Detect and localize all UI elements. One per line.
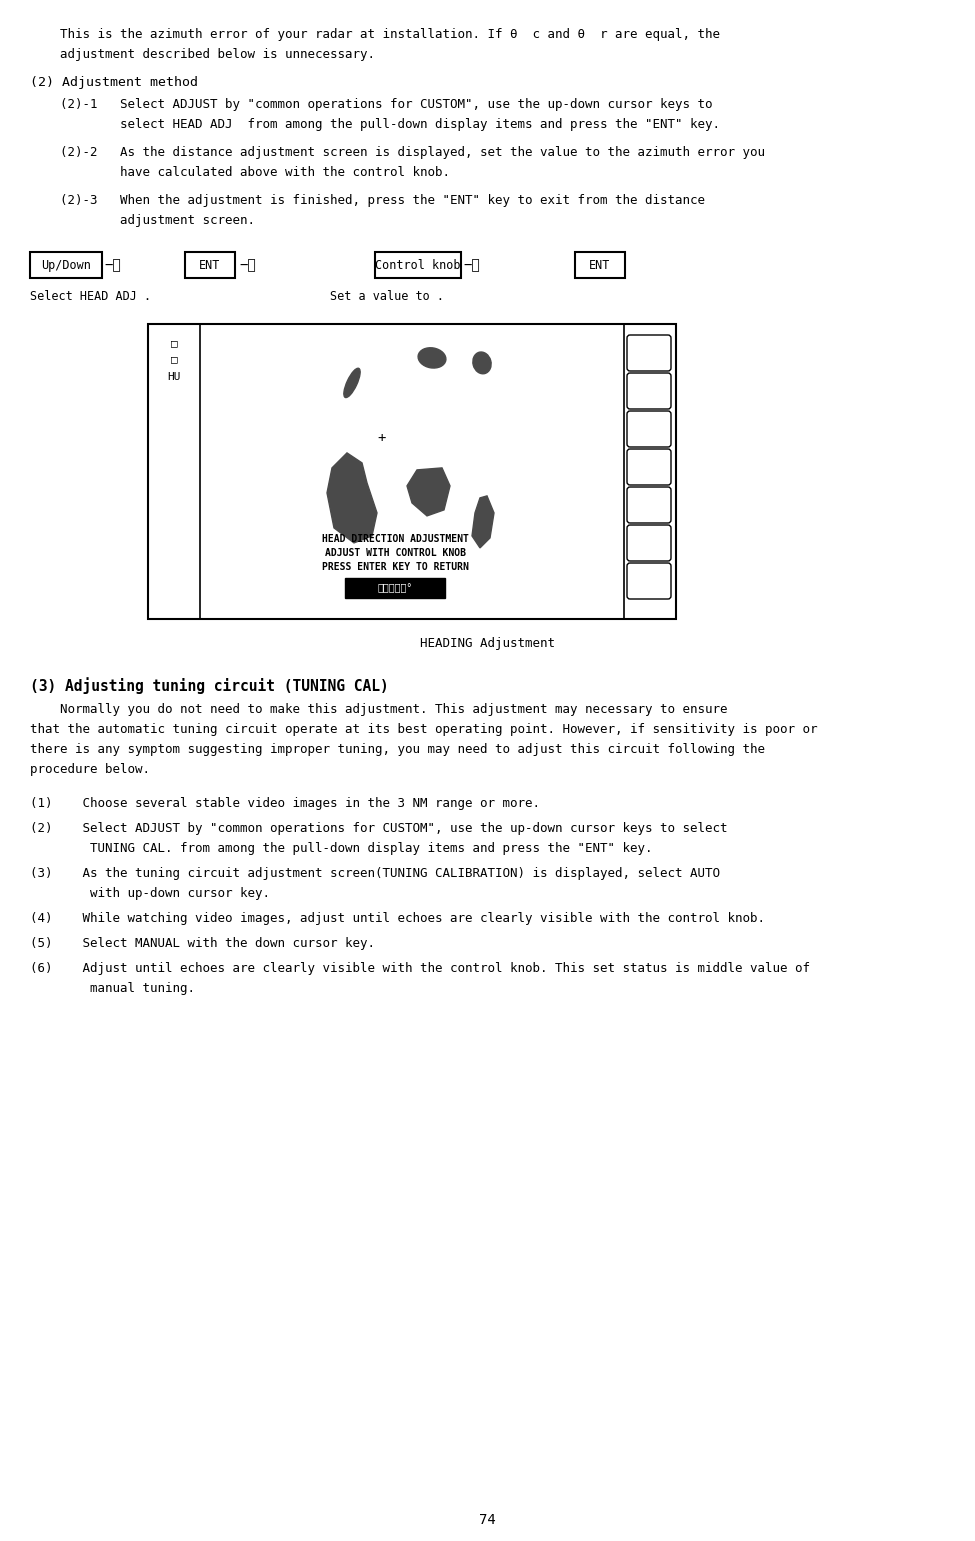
Text: Control knob: Control knob (375, 259, 461, 271)
FancyBboxPatch shape (627, 562, 671, 599)
Text: have calculated above with the control knob.: have calculated above with the control k… (30, 166, 450, 179)
Ellipse shape (473, 351, 491, 374)
Text: adjustment described below is unnecessary.: adjustment described below is unnecessar… (30, 48, 375, 62)
Ellipse shape (344, 368, 360, 398)
FancyBboxPatch shape (627, 373, 671, 408)
Text: □: □ (171, 354, 177, 364)
Text: ENT: ENT (589, 259, 610, 271)
Text: procedure below.: procedure below. (30, 763, 150, 777)
Text: (2)-2   As the distance adjustment screen is displayed, set the value to the azi: (2)-2 As the distance adjustment screen … (30, 146, 765, 159)
Polygon shape (407, 468, 450, 516)
Text: ENT: ENT (199, 259, 220, 271)
Bar (345, 578, 445, 598)
Text: (4)    While watching video images, adjust until echoes are clearly visible with: (4) While watching video images, adjust … (30, 912, 765, 925)
Text: PRESS ENTER KEY TO RETURN: PRESS ENTER KEY TO RETURN (322, 562, 468, 572)
FancyBboxPatch shape (627, 411, 671, 447)
Text: Set a value to .: Set a value to . (330, 290, 444, 304)
Text: HU: HU (168, 371, 180, 382)
Text: (2)    Select ADJUST by "common operations for CUSTOM", use the up-down cursor k: (2) Select ADJUST by "common operations … (30, 821, 727, 835)
Text: ADJUST WITH CONTROL KNOB: ADJUST WITH CONTROL KNOB (325, 549, 465, 558)
Text: Normally you do not need to make this adjustment. This adjustment may necessary : Normally you do not need to make this ad… (30, 703, 727, 717)
Text: (5)    Select MANUAL with the down cursor key.: (5) Select MANUAL with the down cursor k… (30, 937, 375, 949)
Bar (575, 253, 625, 277)
Ellipse shape (418, 348, 446, 368)
Text: HEAD DIRECTION ADJUSTMENT: HEAD DIRECTION ADJUSTMENT (322, 535, 468, 544)
Text: (3) Adjusting tuning circuit (TUNING CAL): (3) Adjusting tuning circuit (TUNING CAL… (30, 676, 389, 693)
FancyBboxPatch shape (627, 334, 671, 371)
Text: −＞: −＞ (104, 257, 121, 273)
Text: 74: 74 (479, 1513, 496, 1527)
Bar (375, 253, 461, 277)
Text: (2)-1   Select ADJUST by "common operations for CUSTOM", use the up-down cursor : (2)-1 Select ADJUST by "common operation… (30, 99, 713, 111)
Text: −＞: −＞ (464, 257, 481, 273)
FancyBboxPatch shape (627, 487, 671, 522)
Text: select HEAD ADJ  from among the pull-down display items and press the "ENT" key.: select HEAD ADJ from among the pull-down… (30, 119, 720, 131)
Text: +: + (378, 431, 386, 445)
Text: (2)-3   When the adjustment is finished, press the "ENT" key to exit from the di: (2)-3 When the adjustment is finished, p… (30, 194, 705, 206)
Text: that the automatic tuning circuit operate at its best operating point. However, : that the automatic tuning circuit operat… (30, 723, 817, 737)
Bar (185, 253, 235, 277)
Text: TUNING CAL. from among the pull-down display items and press the "ENT" key.: TUNING CAL. from among the pull-down dis… (30, 841, 652, 855)
Text: (2) Adjustment method: (2) Adjustment method (30, 76, 198, 89)
Text: (1)    Choose several stable video images in the 3 NM range or more.: (1) Choose several stable video images i… (30, 797, 540, 811)
Text: ３５８．８°: ３５８．８° (377, 582, 412, 593)
Polygon shape (472, 496, 494, 549)
Text: □: □ (171, 337, 177, 348)
Text: HEADING Adjustment: HEADING Adjustment (420, 636, 555, 650)
Text: adjustment screen.: adjustment screen. (30, 214, 255, 227)
Text: Up/Down: Up/Down (41, 259, 91, 271)
Bar (148, 324, 676, 619)
Text: (6)    Adjust until echoes are clearly visible with the control knob. This set s: (6) Adjust until echoes are clearly visi… (30, 962, 810, 975)
FancyBboxPatch shape (627, 525, 671, 561)
FancyBboxPatch shape (627, 448, 671, 485)
Text: This is the azimuth error of your radar at installation. If θ  c and θ  r are eq: This is the azimuth error of your radar … (30, 28, 720, 42)
Text: manual tuning.: manual tuning. (30, 982, 195, 995)
Polygon shape (327, 453, 377, 542)
Text: Select HEAD ADJ .: Select HEAD ADJ . (30, 290, 151, 304)
Text: −＞: −＞ (240, 257, 256, 273)
Text: there is any symptom suggesting improper tuning, you may need to adjust this cir: there is any symptom suggesting improper… (30, 743, 765, 757)
Text: with up-down cursor key.: with up-down cursor key. (30, 888, 270, 900)
Text: (3)    As the tuning circuit adjustment screen(TUNING CALIBRATION) is displayed,: (3) As the tuning circuit adjustment scr… (30, 868, 720, 880)
Bar (30, 253, 102, 277)
